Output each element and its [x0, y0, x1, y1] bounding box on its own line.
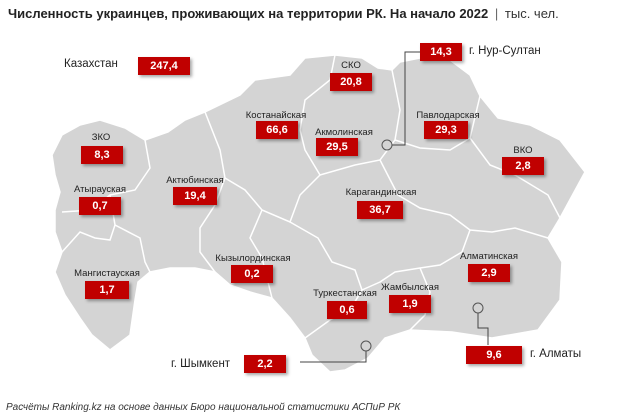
region-value-nur-sultan: 14,3: [420, 43, 462, 61]
region-value-zhambyl: 1,9: [389, 295, 431, 313]
region-label-atyrau: Атырауская: [74, 184, 126, 195]
page-title: Численность украинцев, проживающих на те…: [8, 6, 559, 21]
region-value-kyzylorda: 0,2: [231, 265, 273, 283]
region-label-kyzylorda: Кызылординская: [215, 253, 291, 264]
region-value-aktobe: 19,4: [173, 187, 217, 205]
region-label-shymkent: г. Шымкент: [171, 358, 231, 370]
region-label-mangystau: Мангистауская: [74, 268, 140, 279]
title-text: Численность украинцев, проживающих на те…: [8, 6, 489, 21]
region-label-vko: ВКО: [513, 145, 533, 156]
region-label-almaty-city: г. Алматы: [530, 348, 582, 360]
region-label-sko: СКО: [341, 60, 361, 71]
region-value-vko: 2,8: [502, 157, 544, 175]
title-separator: |: [494, 6, 499, 21]
region-value-kostanay: 66,6: [256, 121, 298, 139]
region-label-zko: ЗКО: [91, 132, 111, 143]
region-value-karaganda: 36,7: [357, 201, 403, 219]
region-label-akmola: Акмолинская: [315, 127, 373, 138]
region-value-pavlodar: 29,3: [424, 121, 468, 139]
region-value-mangystau: 1,7: [85, 281, 129, 299]
region-value-almaty-region: 2,9: [468, 264, 510, 282]
region-value-turkestan: 0,6: [327, 301, 367, 319]
region-label-turkestan: Туркестанская: [313, 288, 377, 299]
region-value-zko: 8,3: [81, 146, 123, 164]
region-label-almaty-region: Алматинская: [460, 251, 518, 262]
almaty-marker: [472, 302, 484, 314]
region-value-almaty-city: 9,6: [466, 346, 522, 364]
region-label-zhambyl: Жамбылская: [381, 282, 439, 293]
source-note: Расчёты Ranking.kz на основе данных Бюро…: [6, 402, 401, 413]
region-label-karaganda: Карагандинская: [345, 187, 417, 198]
total-label: Казахстан: [64, 58, 118, 70]
shymkent-marker: [360, 340, 372, 352]
region-label-pavlodar: Павлодарская: [416, 110, 480, 121]
map-outline: [51, 54, 586, 373]
region-value-akmola: 29,5: [316, 138, 358, 156]
total-value: 247,4: [138, 57, 190, 75]
region-value-shymkent: 2,2: [244, 355, 286, 373]
region-value-sko: 20,8: [330, 73, 372, 91]
title-unit: тыс. чел.: [504, 6, 559, 21]
city-markers: [360, 139, 484, 352]
nur-sultan-marker: [381, 139, 393, 151]
region-label-kostanay: Костанайская: [245, 110, 307, 121]
region-value-atyrau: 0,7: [79, 197, 121, 215]
region-label-nur-sultan: г. Нур-Султан: [469, 45, 541, 57]
region-label-aktobe: Актюбинская: [166, 175, 224, 186]
